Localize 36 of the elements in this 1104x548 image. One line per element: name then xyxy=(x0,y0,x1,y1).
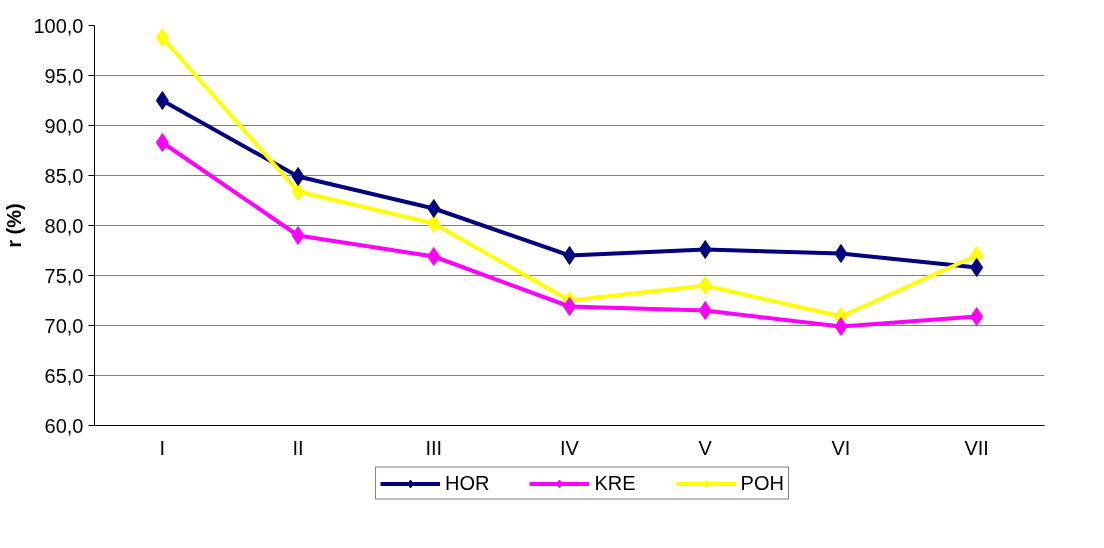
point xyxy=(291,167,305,186)
legend-label: POH xyxy=(740,471,784,495)
point xyxy=(698,301,712,320)
point xyxy=(834,244,848,263)
y-tick-label: 90,0 xyxy=(44,114,84,137)
y-tick-label: 95,0 xyxy=(44,64,84,87)
x-tick-label: I xyxy=(159,436,166,459)
x-tick-label: V xyxy=(698,436,713,459)
point xyxy=(291,226,305,245)
x-tick-label: VI xyxy=(831,436,851,459)
y-tick-label: 80,0 xyxy=(44,214,84,237)
point xyxy=(427,214,441,233)
point xyxy=(291,182,305,201)
point xyxy=(698,276,712,295)
y-tick-label: 100,0 xyxy=(33,14,84,37)
point xyxy=(427,199,441,218)
y-axis-title: r (%) xyxy=(3,203,26,248)
point xyxy=(970,258,984,277)
x-tick-label: VII xyxy=(964,436,989,459)
point xyxy=(427,247,441,266)
y-tick-label: 75,0 xyxy=(44,264,84,287)
y-tick-label: 70,0 xyxy=(44,314,84,337)
legend-label: KRE xyxy=(594,471,636,495)
point xyxy=(834,317,848,336)
point xyxy=(155,133,169,152)
point xyxy=(970,307,984,326)
y-tick-label: 60,0 xyxy=(44,414,84,437)
x-tick-label: II xyxy=(292,436,304,459)
x-tick-label: IV xyxy=(560,436,580,459)
y-tick-label: 65,0 xyxy=(44,364,84,387)
x-tick-label: III xyxy=(425,436,443,459)
point xyxy=(155,28,169,47)
legend-label: HOR xyxy=(445,471,490,495)
y-tick-label: 85,0 xyxy=(44,164,84,187)
point xyxy=(698,240,712,259)
point xyxy=(155,91,169,110)
